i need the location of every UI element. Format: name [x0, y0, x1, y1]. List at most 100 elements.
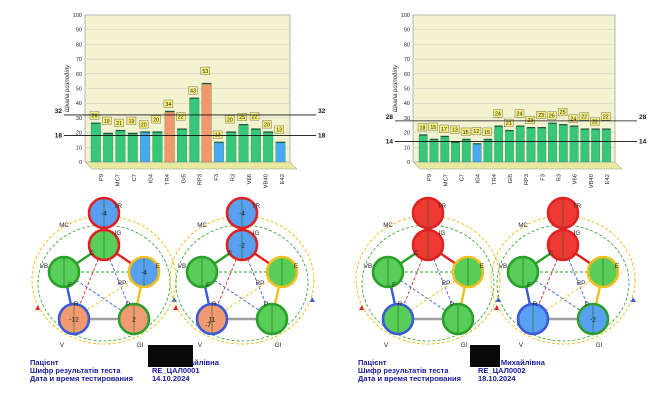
data-label: 15 [463, 130, 469, 136]
bar-cap [214, 141, 224, 143]
data-label-box [188, 86, 198, 95]
node-fill-left [578, 304, 593, 334]
bar-cap [429, 138, 439, 140]
arrow-head [172, 297, 177, 302]
node-fill-right [458, 304, 473, 334]
node-fill-right [563, 198, 578, 228]
record-2-labels: Пацієнт Шифр результатів теста Дата и вр… [358, 359, 461, 383]
data-label-box [126, 116, 137, 125]
node-ring [47, 255, 81, 289]
node-label-f: F [392, 282, 396, 289]
node-fill-left [413, 198, 428, 228]
node-label-vb: VB [499, 263, 507, 270]
bar-cap [226, 131, 237, 133]
node-fill-right [428, 198, 443, 228]
node-ring [117, 302, 151, 336]
node-e [265, 255, 299, 289]
node-label-f: F [527, 282, 531, 289]
node-fill-left [267, 257, 282, 287]
node-vb [47, 255, 81, 289]
bar-cap [127, 132, 138, 135]
node-ring [57, 302, 91, 336]
data-label-box [601, 112, 611, 121]
bar-cap [263, 131, 273, 133]
x-category-label: E42 [605, 174, 611, 184]
data-label: 20 [227, 117, 233, 123]
bar-cap [275, 141, 286, 143]
node-ring [127, 255, 161, 289]
node-label-p: P [264, 301, 268, 308]
x-category-label: GI5 [181, 174, 187, 183]
node-label-mc: MC [383, 222, 393, 229]
x-category-label: R3 [556, 174, 562, 181]
bar-cap [537, 126, 546, 129]
node-p: 2 [117, 302, 151, 336]
node-fill-right [202, 257, 217, 287]
node-fill-right [134, 304, 149, 334]
x-category-label: F3 [214, 174, 220, 181]
node-value: -4 [141, 270, 147, 277]
node-tr [546, 196, 580, 230]
node-fill-left [548, 230, 563, 260]
y-axis-label: Шкала розподілу [65, 64, 71, 112]
data-label-box [579, 112, 589, 121]
node-fill-left [373, 257, 388, 287]
data-label: 20 [153, 117, 159, 123]
bar-cap [472, 143, 482, 145]
data-label: 25 [560, 110, 566, 116]
node-p: -2 [576, 302, 610, 336]
node-label-mc: MC [518, 222, 528, 229]
bar-cap [238, 124, 249, 126]
data-label-box [151, 115, 161, 124]
y-tick-label: 60 [404, 72, 410, 78]
data-label: 25 [239, 115, 245, 121]
node-value: -2 [239, 243, 245, 250]
x-category-label: P9 [99, 174, 105, 181]
bar [515, 126, 525, 163]
bar [140, 132, 151, 163]
node-fill-left [89, 198, 104, 228]
data-label: 19 [104, 119, 110, 125]
node-r: 11 [195, 302, 229, 336]
node-ring [516, 302, 550, 336]
node-ring [255, 302, 289, 336]
node-ring [451, 255, 485, 289]
node-label-vb: VB [178, 263, 186, 270]
data-label-box [536, 110, 546, 119]
node-label-rp: RP [118, 280, 127, 287]
node-fill-left [443, 304, 458, 334]
node-label-gi: GI [461, 342, 468, 349]
data-label-box [471, 127, 482, 136]
node-fill-left [413, 230, 428, 260]
node-fill-right [64, 257, 79, 287]
record-2-cipher: RE_ЦАЛ0002 [478, 366, 526, 375]
data-label-box [274, 125, 284, 134]
node-label-r: R [212, 301, 217, 308]
node-e [586, 255, 620, 289]
node-label-p: P [126, 301, 130, 308]
node-ring [411, 228, 445, 262]
node-value: -12 [69, 317, 79, 324]
node-label-mc: MC [197, 222, 207, 229]
bar-cap [201, 82, 212, 85]
record-1-date: 14.10.2024 [152, 374, 190, 383]
node-fill-left [197, 304, 212, 334]
bar [494, 126, 504, 163]
node-fill-right [212, 304, 227, 334]
data-label: 19 [128, 119, 134, 125]
node-fill-right [603, 257, 618, 287]
bar-cap [140, 131, 150, 133]
x-category-label: VB40 [589, 174, 595, 188]
node-fill-right [242, 230, 257, 260]
node-ring [506, 255, 540, 289]
bar [115, 130, 126, 163]
data-label: 23 [538, 113, 544, 119]
node-fill-right [563, 230, 578, 260]
record-2-date: 18.10.2024 [478, 374, 516, 383]
lower-ref-label-left: 14 [386, 138, 394, 145]
data-label-box [175, 112, 186, 121]
data-label-box [428, 122, 438, 131]
